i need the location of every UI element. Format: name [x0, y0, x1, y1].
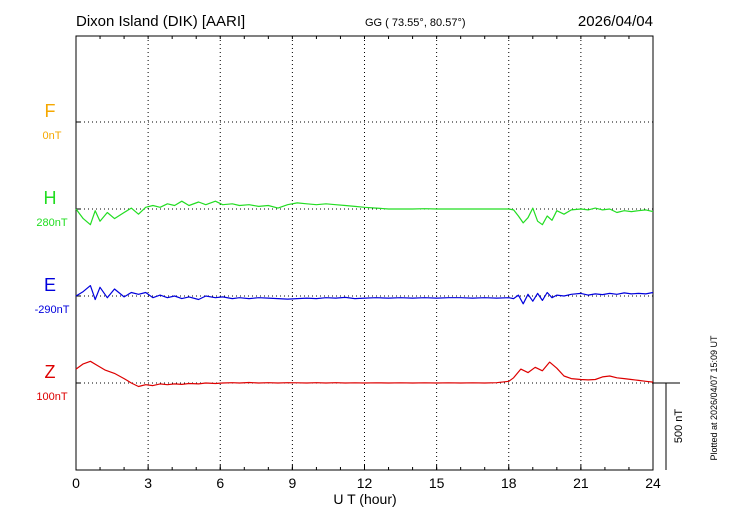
x-tick-label: 21	[573, 475, 589, 491]
x-tick-label: 9	[288, 475, 296, 491]
series-offset-e: -290nT	[35, 304, 70, 316]
x-axis-label: U T (hour)	[333, 491, 396, 507]
scale-bar: 500 nT	[653, 382, 685, 470]
x-tick-label: 3	[144, 475, 152, 491]
x-tick-label: 6	[216, 475, 224, 491]
series-labels: F 0nT H 280nT E -290nT Z 100nT	[35, 101, 81, 403]
grid-lines	[76, 36, 653, 470]
x-tick-label: 0	[72, 475, 80, 491]
series-name-z: Z	[45, 362, 56, 382]
series-offset-f: 0nT	[43, 130, 62, 142]
series-offset-h: 280nT	[36, 217, 67, 229]
trace-e	[75, 285, 654, 305]
plotted-timestamp: Plotted at 2026/04/07 15:09 UT	[709, 335, 719, 461]
series-offset-z: 100nT	[36, 391, 67, 403]
series-name-h: H	[44, 188, 57, 208]
x-tick-label: 15	[429, 475, 445, 491]
plot-date: 2026/04/04	[578, 13, 653, 30]
scale-bar-label: 500 nT	[673, 409, 685, 444]
x-tick-label: 18	[501, 475, 517, 491]
trace-h	[75, 200, 654, 226]
traces	[75, 200, 654, 388]
station-coords: GG ( 73.55°, 80.57°)	[365, 17, 466, 29]
axis-ticks: 0 3 6 9 12 15 18 21 24	[72, 36, 661, 491]
series-name-e: E	[44, 275, 56, 295]
station-title: Dixon Island (DIK) [AARI]	[76, 13, 245, 30]
x-tick-label: 12	[357, 475, 373, 491]
trace-z	[75, 360, 654, 388]
series-name-f: F	[45, 101, 56, 121]
x-tick-label: 24	[645, 475, 661, 491]
